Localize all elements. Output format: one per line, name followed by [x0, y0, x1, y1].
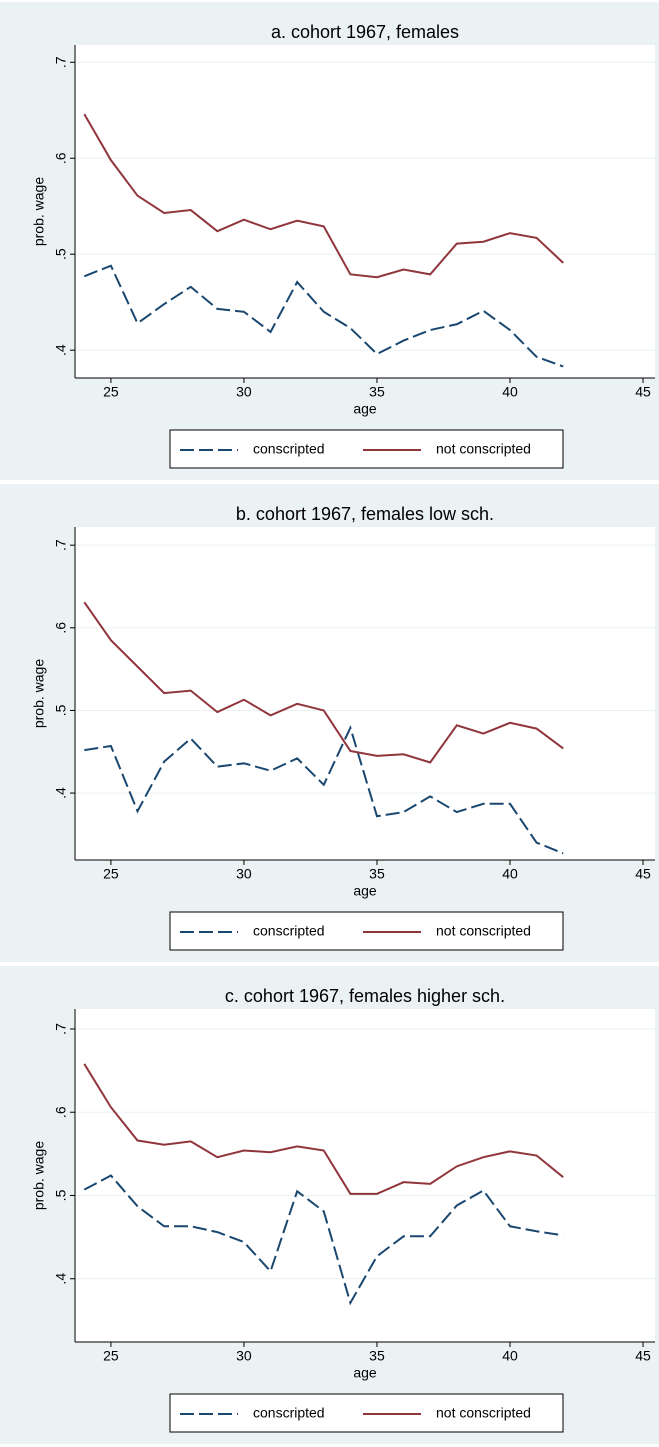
x-tick-label: 30	[236, 1348, 252, 1364]
legend-label: conscripted	[253, 923, 325, 939]
data-line	[83, 264, 564, 368]
y-tick-label: .4	[53, 1273, 69, 1285]
y-axis-label: prob. wage	[31, 1141, 47, 1210]
y-tick-label: .6	[53, 622, 69, 634]
y-tick-label: .5	[53, 1189, 69, 1201]
x-axis-label: age	[353, 1365, 377, 1381]
y-tick-label: .4	[53, 787, 69, 799]
x-tick-label: 45	[635, 866, 651, 882]
y-axis-label: prob. wage	[31, 659, 47, 728]
x-tick-label: 35	[369, 384, 385, 400]
chart-title: a. cohort 1967, females	[271, 22, 459, 42]
x-tick-label: 25	[103, 866, 119, 882]
y-tick-label: .5	[53, 704, 69, 716]
chart-panel: c. cohort 1967, females higher sch. .4 .5.…	[0, 966, 659, 1444]
legend-label: conscripted	[253, 1405, 325, 1421]
legend-label: not conscripted	[436, 441, 531, 457]
y-tick-label: .5	[53, 248, 69, 260]
x-tick-label: 25	[103, 384, 119, 400]
x-axis-label: age	[353, 883, 377, 899]
x-tick-label: 25	[103, 1348, 119, 1364]
chart-panel: a. cohort 1967, females .4 .5 .6 .7 25 30 35 40 4…	[0, 2, 659, 480]
y-tick-label: .6	[53, 152, 69, 164]
data-line	[83, 601, 564, 764]
data-line	[84, 724, 564, 855]
y-tick-label: .7	[53, 56, 69, 68]
data-line	[83, 1063, 564, 1195]
legend-label: conscripted	[253, 441, 325, 457]
y-tick-label: .6	[53, 1106, 69, 1118]
chart-title: b. cohort 1967, females low sch.	[236, 504, 494, 524]
chart-panel: b. cohort 1967, females low sch. .4 .5 .6 .7…	[0, 484, 659, 962]
legend-label: not conscripted	[436, 1405, 531, 1421]
x-tick-label: 35	[369, 866, 385, 882]
x-tick-label: 30	[236, 866, 252, 882]
legend-label: not conscripted	[436, 923, 531, 939]
data-line	[83, 1174, 564, 1306]
plot-area	[75, 527, 655, 860]
x-tick-label: 30	[236, 384, 252, 400]
y-tick-label: .7	[53, 539, 69, 551]
y-axis-label: prob. wage	[31, 177, 47, 246]
data-line	[83, 113, 564, 279]
chart-title: c. cohort 1967, females higher sch.	[225, 986, 505, 1006]
x-tick-label: 40	[502, 1348, 518, 1364]
plot-area	[75, 1009, 655, 1342]
x-axis-label: age	[353, 401, 377, 417]
x-tick-label: 35	[369, 1348, 385, 1364]
y-tick-label: .7	[53, 1023, 69, 1035]
x-tick-label: 40	[502, 384, 518, 400]
x-tick-label: 40	[502, 866, 518, 882]
x-tick-label: 45	[635, 384, 651, 400]
x-tick-label: 45	[635, 1348, 651, 1364]
y-tick-label: .4	[53, 344, 69, 356]
